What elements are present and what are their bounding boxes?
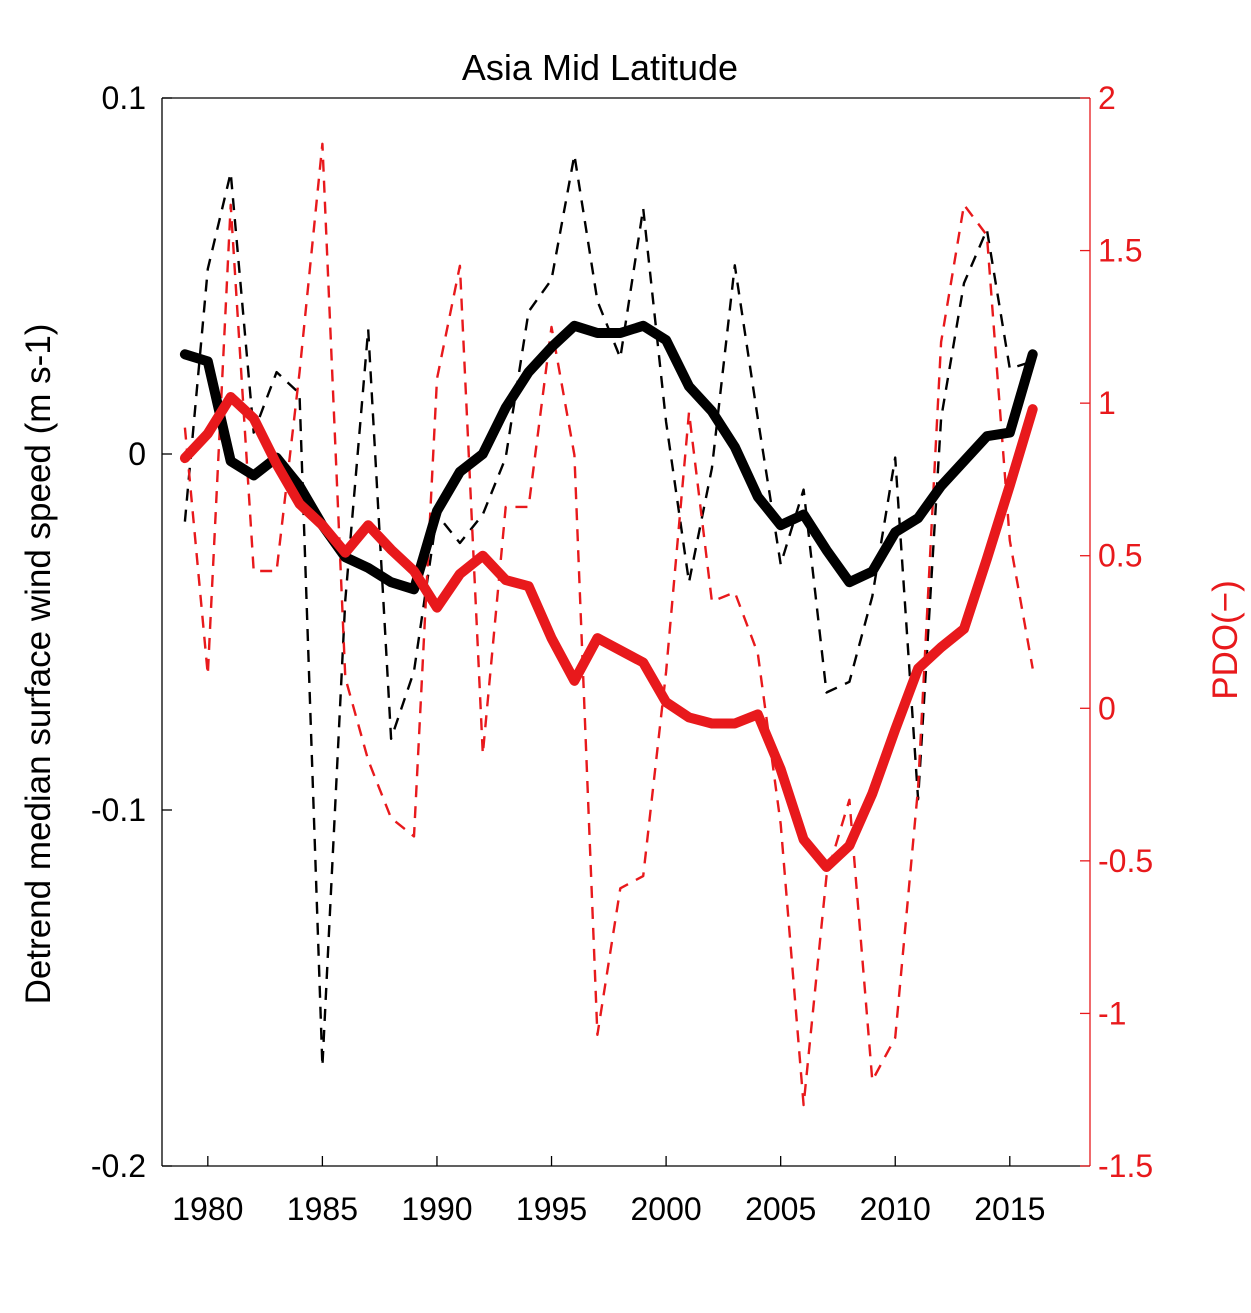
y-tick-label: 0.1 [102, 80, 146, 116]
series-layer [179, 142, 1038, 1107]
y2-tick-label: -1 [1098, 995, 1126, 1031]
x-tick-label: 2015 [974, 1191, 1045, 1227]
y-axis-label: Detrend median surface wind speed (m s-1… [19, 324, 58, 1005]
y2-tick-label: -1.5 [1098, 1148, 1153, 1184]
y-tick-label: 0 [128, 436, 146, 472]
x-tick-label: 1990 [401, 1191, 472, 1227]
y2-tick-label: -0.5 [1098, 843, 1153, 879]
pdo-smoothed-line [179, 392, 1038, 872]
wind-smoothed-line [179, 320, 1038, 595]
y-tick-label: -0.2 [91, 1148, 146, 1184]
x-tick-label: 2000 [631, 1191, 702, 1227]
x-tick-label: 1995 [516, 1191, 587, 1227]
y2-tick-label: 1 [1098, 385, 1116, 421]
y2-tick-label: 2 [1098, 80, 1116, 116]
x-tick-label: 2005 [745, 1191, 816, 1227]
pdo-annual-line [183, 142, 1034, 1107]
y2-tick-label: 0.5 [1098, 538, 1142, 574]
y2-tick-label: 1.5 [1098, 233, 1142, 269]
axes-layer [161, 97, 1091, 1167]
x-tick-label: 1980 [172, 1191, 243, 1227]
ticks-layer: 1980 1985 1990 1995 2000 2005 2010 2015-0.2-0.1… [91, 80, 1153, 1227]
x-tick-label: 1985 [287, 1191, 358, 1227]
x-tick-label: 2010 [860, 1191, 931, 1227]
chart-title: Asia Mid Latitude [462, 47, 738, 88]
y-tick-label: -0.1 [91, 792, 146, 828]
y2-tick-label: 0 [1098, 690, 1116, 726]
y2-axis-label: PDO(−) [1206, 580, 1245, 700]
